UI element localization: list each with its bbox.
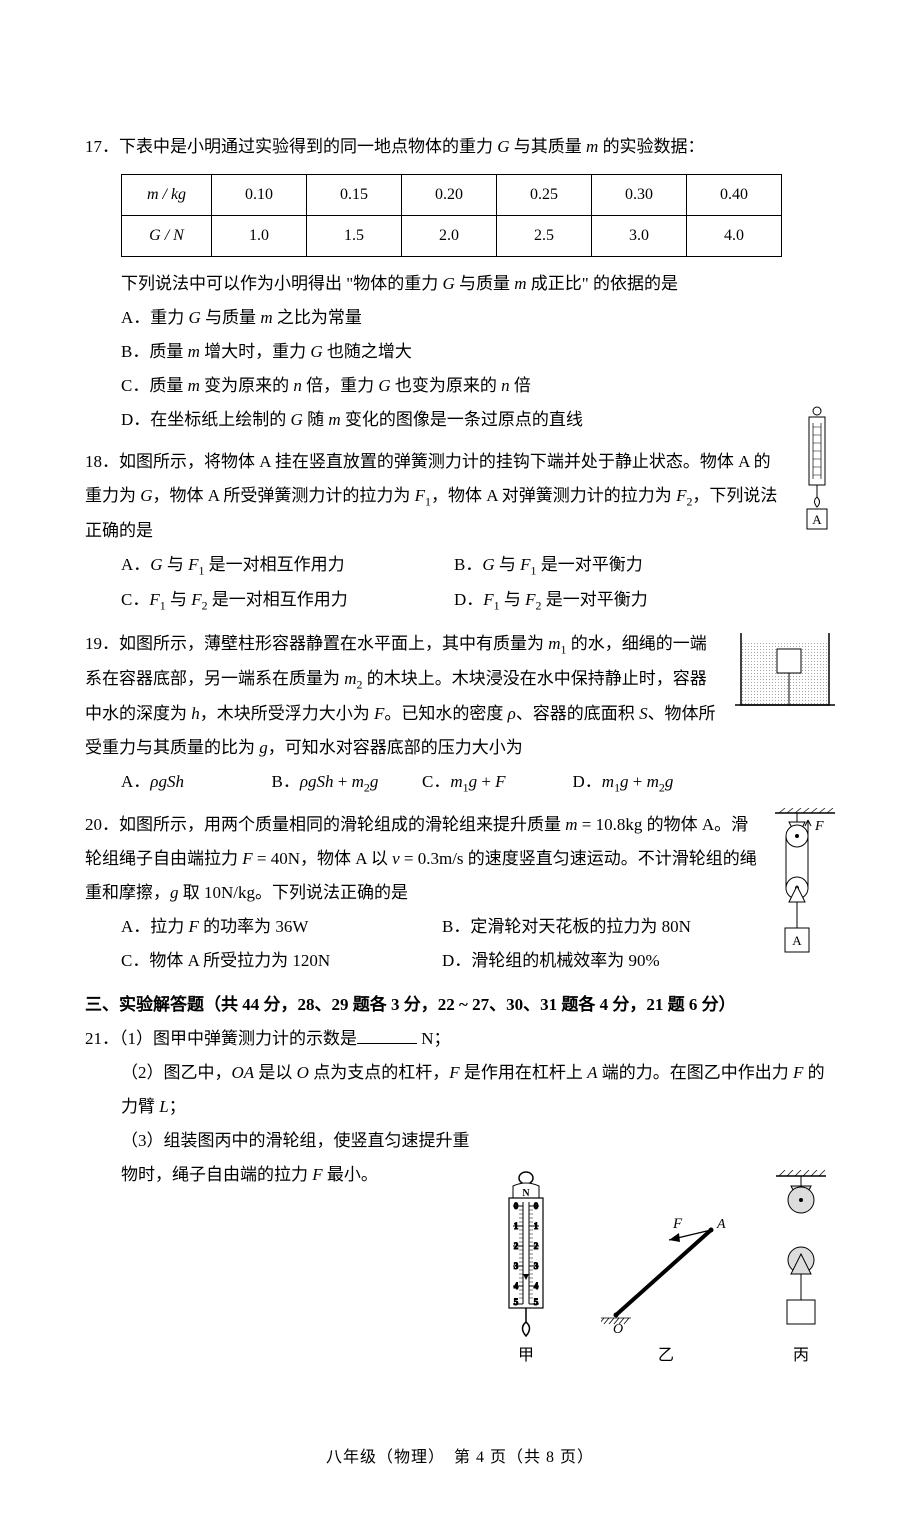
q17-optA: A．重力 G 与质量 m 之比为常量	[121, 301, 835, 335]
svg-text:4: 4	[534, 1281, 539, 1291]
fig-label-yi: 乙	[658, 1340, 674, 1372]
svg-text:O: O	[613, 1322, 623, 1337]
table-cell: 0.20	[402, 175, 497, 216]
table-cell: 2.0	[402, 216, 497, 257]
blank-input[interactable]	[357, 1027, 417, 1044]
question-17: 17．下表中是小明通过实验得到的同一地点物体的重力 G 与其质量 m 的实验数据…	[85, 130, 835, 437]
q18-num: 18．	[85, 452, 119, 471]
q19-optC: C．m1g + F	[422, 765, 573, 800]
svg-text:5: 5	[514, 1297, 519, 1307]
table-cell: 0.25	[497, 175, 592, 216]
q19-optB: B．ρgSh + m2g	[272, 765, 423, 800]
svg-text:5: 5	[534, 1297, 539, 1307]
q20-figure: F A	[775, 808, 835, 980]
svg-text:2: 2	[514, 1241, 519, 1251]
table-cell: 0.10	[212, 175, 307, 216]
svg-text:A: A	[792, 933, 802, 948]
q20-text: 如图所示，用两个质量相同的滑轮组成的滑轮组来提升质量 m = 10.8kg 的物…	[85, 815, 757, 902]
section-3-heading: 三、实验解答题（共 44 分，28、29 题各 3 分，22 ~ 27、30、3…	[85, 988, 835, 1022]
table-cell: 2.5	[497, 216, 592, 257]
figure-yi: F A O 乙	[601, 1170, 731, 1372]
q18-optA: A．G 与 F1 是一对相互作用力	[121, 548, 454, 583]
svg-text:4: 4	[514, 1281, 519, 1291]
svg-text:A: A	[812, 512, 822, 527]
q17-after: 下列说法中可以作为小明得出 "物体的重力 G 与质量 m 成正比" 的依据的是	[121, 267, 835, 301]
question-21: 21．（1）图甲中弹簧测力计的示数是 N； （2）图乙中，OA 是以 O 点为支…	[85, 1022, 835, 1192]
q18-optC: C．F1 与 F2 是一对相互作用力	[121, 583, 454, 618]
svg-text:1: 1	[514, 1221, 519, 1231]
question-18: 18．如图所示，将物体 A 挂在竖直放置的弹簧测力计的挂钩下端并处于静止状态。物…	[85, 445, 835, 619]
table-cell: m / kg	[122, 175, 212, 216]
svg-text:3: 3	[514, 1261, 519, 1271]
table-cell: 3.0	[592, 216, 687, 257]
svg-text:0: 0	[514, 1201, 519, 1211]
q20-num: 20．	[85, 815, 119, 834]
svg-text:2: 2	[534, 1241, 539, 1251]
q19-optA: A．ρgSh	[121, 765, 272, 800]
q17-table: m / kg 0.10 0.15 0.20 0.25 0.30 0.40 G /…	[121, 174, 835, 257]
svg-text:1: 1	[534, 1221, 539, 1231]
table-cell: G / N	[122, 216, 212, 257]
fig-label-bing: 丙	[793, 1340, 809, 1372]
q20-optD: D．滑轮组的机械效率为 90%	[442, 944, 763, 978]
figure-jia: N 0 0 1 1 2 2 3 3 4 4 5 5	[491, 1170, 561, 1372]
q19-num: 19．	[85, 634, 119, 653]
table-cell: 1.0	[212, 216, 307, 257]
q18-optD: D．F1 与 F2 是一对平衡力	[454, 583, 787, 618]
q17-text: 下表中是小明通过实验得到的同一地点物体的重力 G 与其质量 m 的实验数据：	[119, 137, 705, 156]
q21-p3: （3）组装图丙中的滑轮组，使竖直匀速提升重物时，绳子自由端的拉力 F 最小。	[121, 1124, 471, 1192]
svg-text:F: F	[672, 1216, 683, 1232]
table-cell: 4.0	[687, 216, 782, 257]
q19-figure	[735, 627, 835, 729]
fig-label-jia: 甲	[518, 1340, 534, 1372]
q19-text: 如图所示，薄壁柱形容器静置在水平面上，其中有质量为 m1 的水，细绳的一端系在容…	[85, 634, 716, 757]
q21-figures: N 0 0 1 1 2 2 3 3 4 4 5 5	[85, 1170, 831, 1372]
svg-text:3: 3	[534, 1261, 539, 1271]
table-cell: 1.5	[307, 216, 402, 257]
q21-p1: （1）图甲中弹簧测力计的示数是 N；	[119, 1029, 451, 1048]
question-19: 19．如图所示，薄壁柱形容器静置在水平面上，其中有质量为 m1 的水，细绳的一端…	[85, 627, 835, 801]
table-row: m / kg 0.10 0.15 0.20 0.25 0.30 0.40	[122, 175, 782, 216]
q17-optB: B．质量 m 增大时，重力 G 也随之增大	[121, 335, 835, 369]
q21-p2: （2）图乙中，OA 是以 O 点为支点的杠杆，F 是作用在杠杆上 A 端的力。在…	[121, 1056, 835, 1124]
q19-optD: D．m1g + m2g	[573, 765, 724, 800]
q17-optC: C．质量 m 变为原来的 n 倍，重力 G 也变为原来的 n 倍	[121, 369, 835, 403]
svg-text:N: N	[522, 1188, 530, 1199]
question-20: 20．如图所示，用两个质量相同的滑轮组成的滑轮组来提升质量 m = 10.8kg…	[85, 808, 835, 980]
page-footer: 八年级（物理） 第 4 页（共 8 页）	[85, 1442, 835, 1474]
q18-optB: B．G 与 F1 是一对平衡力	[454, 548, 787, 583]
table-row: G / N 1.0 1.5 2.0 2.5 3.0 4.0	[122, 216, 782, 257]
q21-num: 21．	[85, 1029, 119, 1048]
svg-text:F: F	[814, 819, 824, 834]
q17-num: 17．	[85, 137, 119, 156]
figure-bing: 丙	[771, 1170, 831, 1372]
svg-text:A: A	[716, 1217, 726, 1232]
q18-text: 如图所示，将物体 A 挂在竖直放置的弹簧测力计的挂钩下端并处于静止状态。物体 A…	[85, 452, 777, 540]
table-cell: 0.15	[307, 175, 402, 216]
table-cell: 0.40	[687, 175, 782, 216]
q20-optA: A．拉力 F 的功率为 36W	[121, 910, 442, 944]
svg-text:0: 0	[534, 1201, 539, 1211]
q18-figure: A	[799, 405, 835, 547]
q20-optB: B．定滑轮对天花板的拉力为 80N	[442, 910, 763, 944]
table-cell: 0.30	[592, 175, 687, 216]
q17-optD: D．在坐标纸上绘制的 G 随 m 变化的图像是一条过原点的直线	[121, 403, 835, 437]
q20-optC: C．物体 A 所受拉力为 120N	[121, 944, 442, 978]
